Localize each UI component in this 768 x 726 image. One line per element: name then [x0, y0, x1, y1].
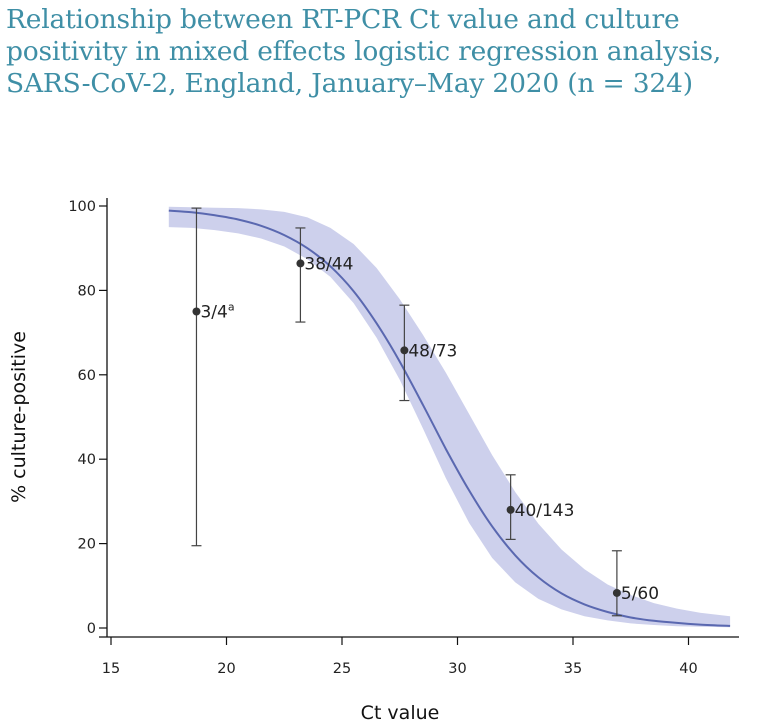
confidence-band [168, 206, 731, 628]
chart-title-line-1: Relationship between RT-PCR Ct value and… [6, 4, 680, 35]
data-point [506, 505, 515, 514]
y-tick-label: 0 [87, 621, 96, 637]
data-point-group: 38/44 [295, 227, 353, 323]
y-tick-label: 20 [78, 537, 96, 553]
data-point [612, 588, 621, 597]
chart-title-line-3: SARS-CoV-2, England, January–May 2020 (n… [6, 68, 693, 99]
y-tick-label: 80 [78, 283, 96, 299]
data-point [192, 307, 201, 316]
x-axis-title: Ct value [361, 702, 440, 724]
data-point-group: 5/60 [611, 550, 659, 617]
x-tick-label: 25 [333, 661, 351, 677]
chart-title: Relationship between RT-PCR Ct value and… [6, 4, 762, 100]
y-tick-label: 40 [78, 452, 96, 468]
data-point-label-superscript: a [228, 301, 235, 314]
x-tick-label: 15 [102, 661, 120, 677]
data-point-label: 5/60 [621, 584, 659, 604]
data-point-group: 48/73 [399, 304, 457, 402]
data-point [296, 259, 305, 268]
y-axis-title: % culture-positive [8, 331, 30, 503]
data-point-label: 48/73 [408, 341, 457, 361]
chart-title-line-2: positivity in mixed effects logistic reg… [6, 36, 722, 67]
x-tick-label: 30 [448, 661, 466, 677]
x-tick-label: 40 [679, 661, 697, 677]
x-tick-label: 35 [564, 661, 582, 677]
data-point-label: 3/4a [200, 301, 234, 323]
y-tick-label: 60 [78, 368, 96, 384]
fitted-curve [168, 209, 731, 627]
data-point-group: 40/143 [505, 474, 575, 540]
y-tick-label: 100 [68, 199, 96, 215]
x-tick-label: 20 [217, 661, 235, 677]
data-point-group: 3/4a [191, 207, 235, 547]
data-point-label: 40/143 [515, 501, 575, 521]
data-point-label: 38/44 [304, 254, 353, 274]
data-point [400, 346, 409, 355]
